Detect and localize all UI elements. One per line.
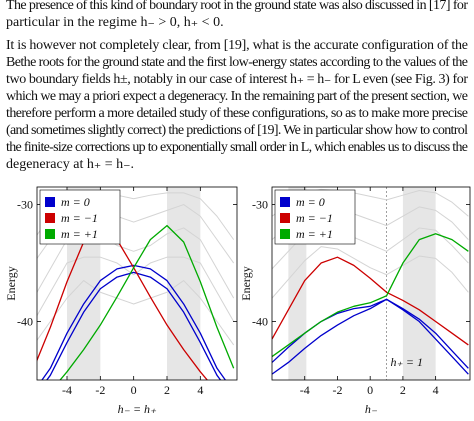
x-tick-label: -2 xyxy=(332,383,342,397)
background-line xyxy=(46,271,222,380)
series-line xyxy=(59,224,235,380)
paragraph-line: particular in the regime h₋ > 0, h₊ < 0. xyxy=(6,15,224,30)
plot-area xyxy=(272,187,469,380)
x-tick-label: 0 xyxy=(367,383,373,397)
legend-label: m = +1 xyxy=(61,227,98,241)
x-axis-label: h₋ xyxy=(365,402,378,416)
legend-swatch xyxy=(45,197,55,207)
legend-swatch xyxy=(280,197,290,207)
legend-swatch xyxy=(45,213,55,223)
x-tick-label: 4 xyxy=(197,383,203,397)
x-tick-label: 4 xyxy=(433,383,439,397)
x-tick-label: 2 xyxy=(400,383,406,397)
plot-frame xyxy=(271,186,471,381)
x-tick-label: -4 xyxy=(300,383,310,397)
y-tick-label: -30 xyxy=(17,198,33,212)
x-tick-label: 2 xyxy=(164,383,170,397)
paragraph-line: degeneracy at h₊ = h₋. xyxy=(6,157,134,172)
background-line xyxy=(272,246,469,299)
y-tick-label: -40 xyxy=(252,315,268,329)
legend: m = 0 m = −1 m = +1 xyxy=(274,189,356,245)
paragraph-line: the finite-size corrections up to expone… xyxy=(6,140,468,155)
background-line xyxy=(37,280,235,346)
legend-swatch xyxy=(45,229,55,239)
y-tick-label: -40 xyxy=(17,315,33,329)
legend-label: m = −1 xyxy=(296,211,333,225)
paragraph-line: Bethe roots for the ground state and the… xyxy=(6,55,468,70)
legend-label: m = 0 xyxy=(296,195,325,209)
legend-label: m = −1 xyxy=(61,211,98,225)
annotation: h₊ = 1 xyxy=(391,355,423,369)
paragraph-line: therefore perform a more detailed study … xyxy=(6,106,468,121)
series-line xyxy=(37,224,209,380)
paragraph-line: which we may a priori expect a degenerac… xyxy=(6,89,468,104)
y-axis-label: Energy xyxy=(4,266,18,300)
background-line xyxy=(272,298,469,375)
shaded-band xyxy=(167,187,201,380)
x-tick-label: -2 xyxy=(95,383,105,397)
background-line xyxy=(37,256,235,322)
x-axis-label: h₋ = h₊ xyxy=(118,402,157,416)
legend: m = 0 m = −1 m = +1 xyxy=(39,189,121,245)
paragraph-line: two boundary fields h±, notably in our c… xyxy=(6,72,468,87)
series-line xyxy=(41,264,227,380)
x-tick-label: 0 xyxy=(131,383,137,397)
paragraph-line: (and sometimes slightly correct) the pre… xyxy=(6,123,468,138)
y-axis-label: Energy xyxy=(239,266,253,300)
legend-label: m = 0 xyxy=(61,195,90,209)
y-tick-label: -30 xyxy=(252,198,268,212)
shaded-band xyxy=(402,187,436,380)
paragraph-line: It is however not completely clear, from… xyxy=(6,38,468,53)
legend-swatch xyxy=(280,229,290,239)
legend-swatch xyxy=(280,213,290,223)
series-line xyxy=(272,233,469,358)
x-tick-label: -4 xyxy=(62,383,72,397)
plot-frame xyxy=(36,186,238,381)
paragraph-line: The presence of this kind of boundary ro… xyxy=(6,0,468,13)
legend-label: m = +1 xyxy=(296,227,333,241)
series-line xyxy=(272,256,469,346)
